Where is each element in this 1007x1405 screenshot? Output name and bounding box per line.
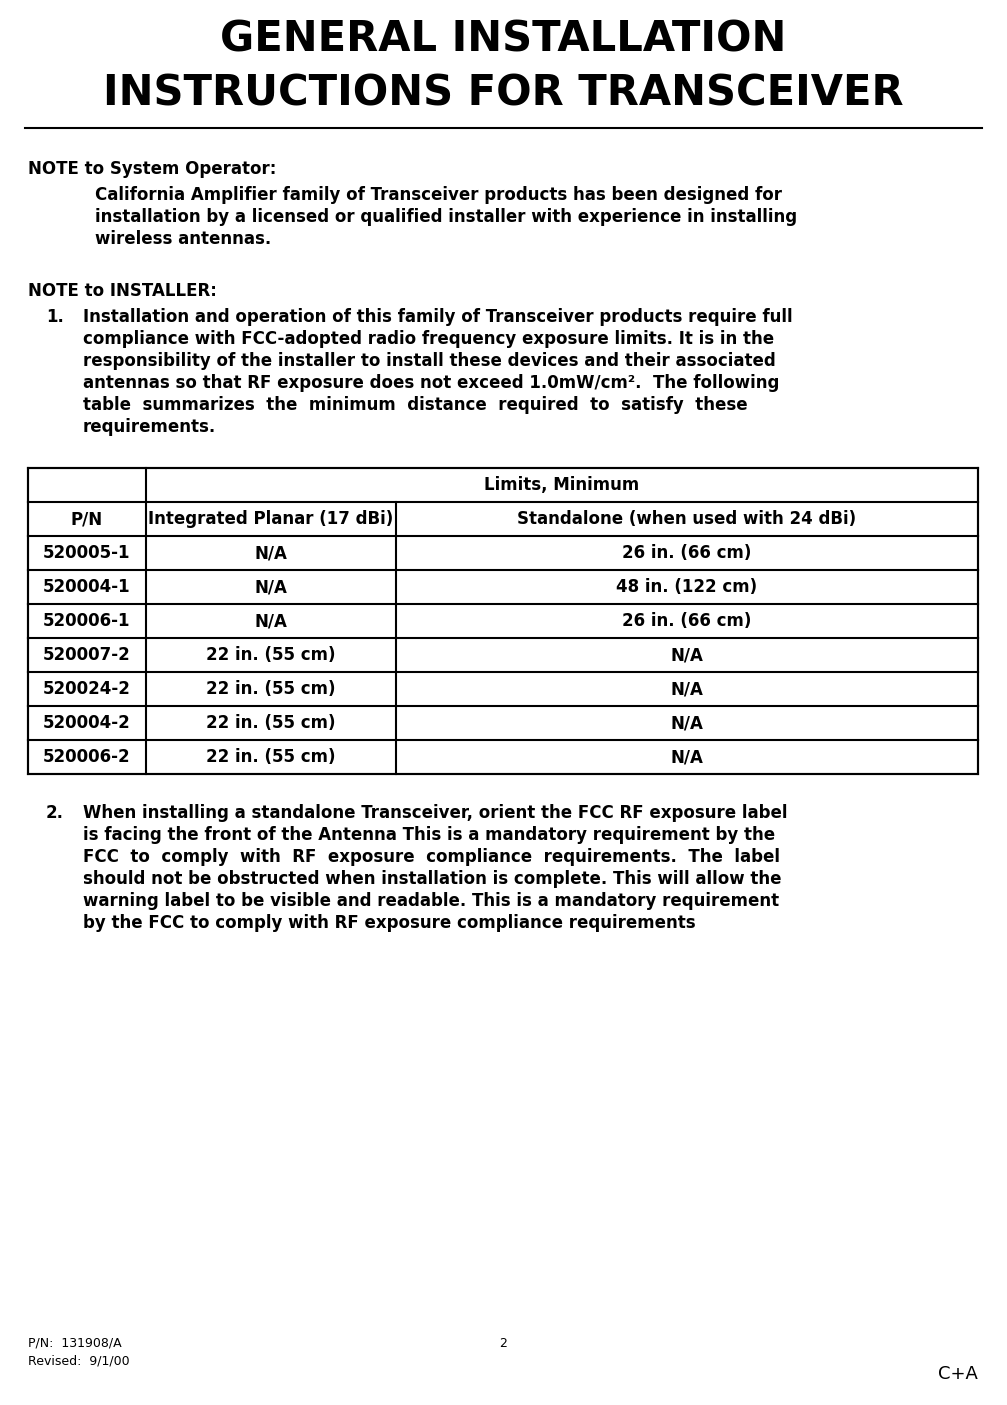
Text: should not be obstructed when installation is complete. This will allow the: should not be obstructed when installati… [83,870,781,888]
Text: 520005-1: 520005-1 [43,544,131,562]
Text: N/A: N/A [671,646,704,665]
Text: 48 in. (122 cm): 48 in. (122 cm) [616,577,757,596]
Text: N/A: N/A [255,544,287,562]
Text: 2: 2 [499,1338,508,1350]
Text: requirements.: requirements. [83,419,217,436]
Text: 22 in. (55 cm): 22 in. (55 cm) [206,680,335,698]
Text: compliance with FCC-adopted radio frequency exposure limits. It is in the: compliance with FCC-adopted radio freque… [83,330,774,348]
Text: warning label to be visible and readable. This is a mandatory requirement: warning label to be visible and readable… [83,892,779,910]
Text: Integrated Planar (17 dBi): Integrated Planar (17 dBi) [148,510,394,528]
Text: INSTRUCTIONS FOR TRANSCEIVER: INSTRUCTIONS FOR TRANSCEIVER [103,72,904,114]
Text: California Amplifier family of Transceiver products has been designed for: California Amplifier family of Transceiv… [95,185,782,204]
Text: 26 in. (66 cm): 26 in. (66 cm) [622,544,751,562]
Text: 520007-2: 520007-2 [43,646,131,665]
Text: NOTE to System Operator:: NOTE to System Operator: [28,160,276,178]
Text: 22 in. (55 cm): 22 in. (55 cm) [206,646,335,665]
Text: 26 in. (66 cm): 26 in. (66 cm) [622,613,751,629]
Text: Limits, Minimum: Limits, Minimum [484,476,639,495]
Text: responsibility of the installer to install these devices and their associated: responsibility of the installer to insta… [83,353,775,370]
Text: FCC  to  comply  with  RF  exposure  compliance  requirements.  The  label: FCC to comply with RF exposure complianc… [83,849,780,865]
Text: 520004-2: 520004-2 [43,714,131,732]
Text: 520004-1: 520004-1 [43,577,131,596]
Text: N/A: N/A [255,577,287,596]
Text: N/A: N/A [671,747,704,766]
Text: When installing a standalone Transceiver, orient the FCC RF exposure label: When installing a standalone Transceiver… [83,804,787,822]
Text: antennas so that RF exposure does not exceed 1.0mW/cm².  The following: antennas so that RF exposure does not ex… [83,374,779,392]
Text: 22 in. (55 cm): 22 in. (55 cm) [206,714,335,732]
Text: P/N: P/N [70,510,103,528]
Text: N/A: N/A [255,613,287,629]
Text: by the FCC to comply with RF exposure compliance requirements: by the FCC to comply with RF exposure co… [83,915,696,932]
Text: 2.: 2. [46,804,64,822]
Text: Revised:  9/1/00: Revised: 9/1/00 [28,1354,130,1368]
Text: wireless antennas.: wireless antennas. [95,230,271,249]
Text: N/A: N/A [671,714,704,732]
Text: table  summarizes  the  minimum  distance  required  to  satisfy  these: table summarizes the minimum distance re… [83,396,747,414]
Text: is facing the front of the Antenna This is a mandatory requirement by the: is facing the front of the Antenna This … [83,826,775,844]
Text: P/N:  131908/A: P/N: 131908/A [28,1338,122,1350]
Text: 520006-2: 520006-2 [43,747,131,766]
Text: 520006-1: 520006-1 [43,613,131,629]
Text: installation by a licensed or qualified installer with experience in installing: installation by a licensed or qualified … [95,208,798,226]
Text: GENERAL INSTALLATION: GENERAL INSTALLATION [221,18,786,60]
Text: C+A: C+A [939,1366,978,1383]
Text: NOTE to INSTALLER:: NOTE to INSTALLER: [28,282,217,301]
Text: N/A: N/A [671,680,704,698]
Text: Standalone (when used with 24 dBi): Standalone (when used with 24 dBi) [518,510,857,528]
Text: 1.: 1. [46,308,63,326]
Text: 520024-2: 520024-2 [43,680,131,698]
Bar [28,468,978,774]
Text: Installation and operation of this family of Transceiver products require full: Installation and operation of this famil… [83,308,793,326]
Text: 22 in. (55 cm): 22 in. (55 cm) [206,747,335,766]
